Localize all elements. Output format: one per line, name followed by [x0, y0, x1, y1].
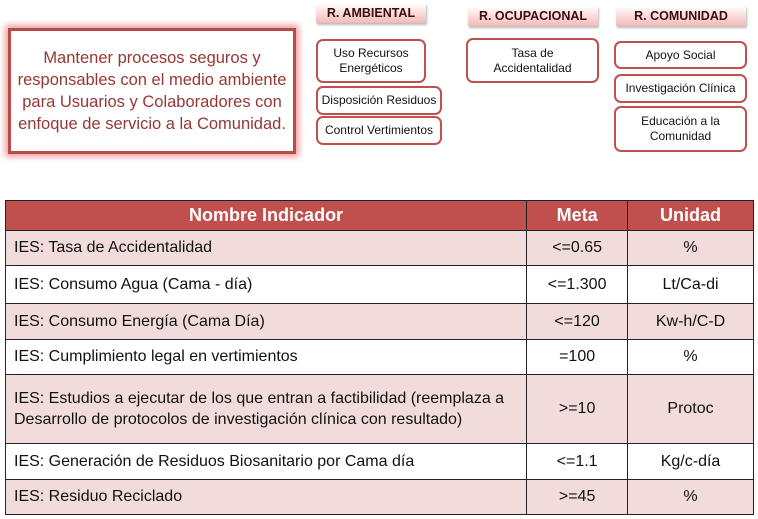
item-uso-recursos: Uso Recursos Energéticos [316, 39, 426, 83]
indicators-table: Nombre Indicador Meta Unidad IES: Tasa d… [4, 200, 754, 515]
cell-meta: >=45 [526, 479, 629, 515]
cell-indicator-name: IES: Cumplimiento legal en vertimientos [4, 339, 528, 375]
cell-meta: <=0.65 [526, 230, 629, 266]
table-row: IES: Consumo Agua (Cama - día) <=1.300 Lt/… [4, 265, 754, 304]
table-row: IES: Tasa de Accidentalidad <=0.65% [4, 230, 754, 266]
cell-meta: <=1.1 [526, 443, 629, 480]
table-row: IES: Generación de Residuos Biosanitario… [4, 443, 754, 480]
table-row: IES: Consumo Energía (Cama Día) <=120 Kw-h… [4, 303, 754, 340]
header-nombre: Nombre Indicador [4, 200, 528, 231]
item-educacion-comunidad: Educación a la Comunidad [614, 106, 747, 152]
table-row: IES: Estudios a ejecutar de los que entr… [4, 374, 754, 444]
header-meta: Meta [526, 200, 629, 231]
cell-unidad: Kg/c-día [627, 443, 754, 480]
cell-meta: <=120 [526, 303, 629, 340]
item-tasa-accidentalidad: Tasa de Accidentalidad [466, 38, 599, 83]
cell-unidad: % [627, 230, 754, 266]
cell-meta: >=10 [526, 374, 629, 444]
item-control-vertimientos: Control Vertimientos [316, 116, 442, 145]
cell-indicator-name: IES: Tasa de Accidentalidad [4, 230, 528, 266]
cell-unidad: Lt/Ca-di [627, 265, 754, 304]
item-disposicion-residuos: Disposición Residuos [316, 86, 442, 115]
table-row: IES: Cumplimiento legal en vertimientos =… [4, 339, 754, 375]
cell-indicator-name: IES: Consumo Agua (Cama - día) [4, 265, 528, 304]
cell-unidad: Protoc [627, 374, 754, 444]
cell-meta: <=1.300 [526, 265, 629, 304]
cell-indicator-name: IES: Generación de Residuos Biosanitario… [4, 443, 528, 480]
cell-indicator-name: IES: Consumo Energía (Cama Día) [4, 303, 528, 340]
category-ocupacional: R. OCUPACIONAL [468, 6, 598, 26]
cell-unidad: % [627, 339, 754, 375]
item-investigacion-clinica: Investigación Clínica [614, 74, 747, 103]
category-comunidad: R. COMUNIDAD [616, 6, 746, 26]
table-row: IES: Residuo Reciclado >=45% [4, 479, 754, 515]
cell-unidad: Kw-h/C-D [627, 303, 754, 340]
item-apoyo-social: Apoyo Social [614, 41, 747, 69]
cell-indicator-name: IES: Estudios a ejecutar de los que entr… [4, 374, 528, 444]
cell-meta: =100 [526, 339, 629, 375]
header-unidad: Unidad [627, 200, 754, 231]
category-ambiental: R. AMBIENTAL [316, 3, 426, 23]
cell-indicator-name: IES: Residuo Reciclado [4, 479, 528, 515]
mission-statement: Mantener procesos seguros y responsables… [8, 28, 296, 154]
cell-unidad: % [627, 479, 754, 515]
